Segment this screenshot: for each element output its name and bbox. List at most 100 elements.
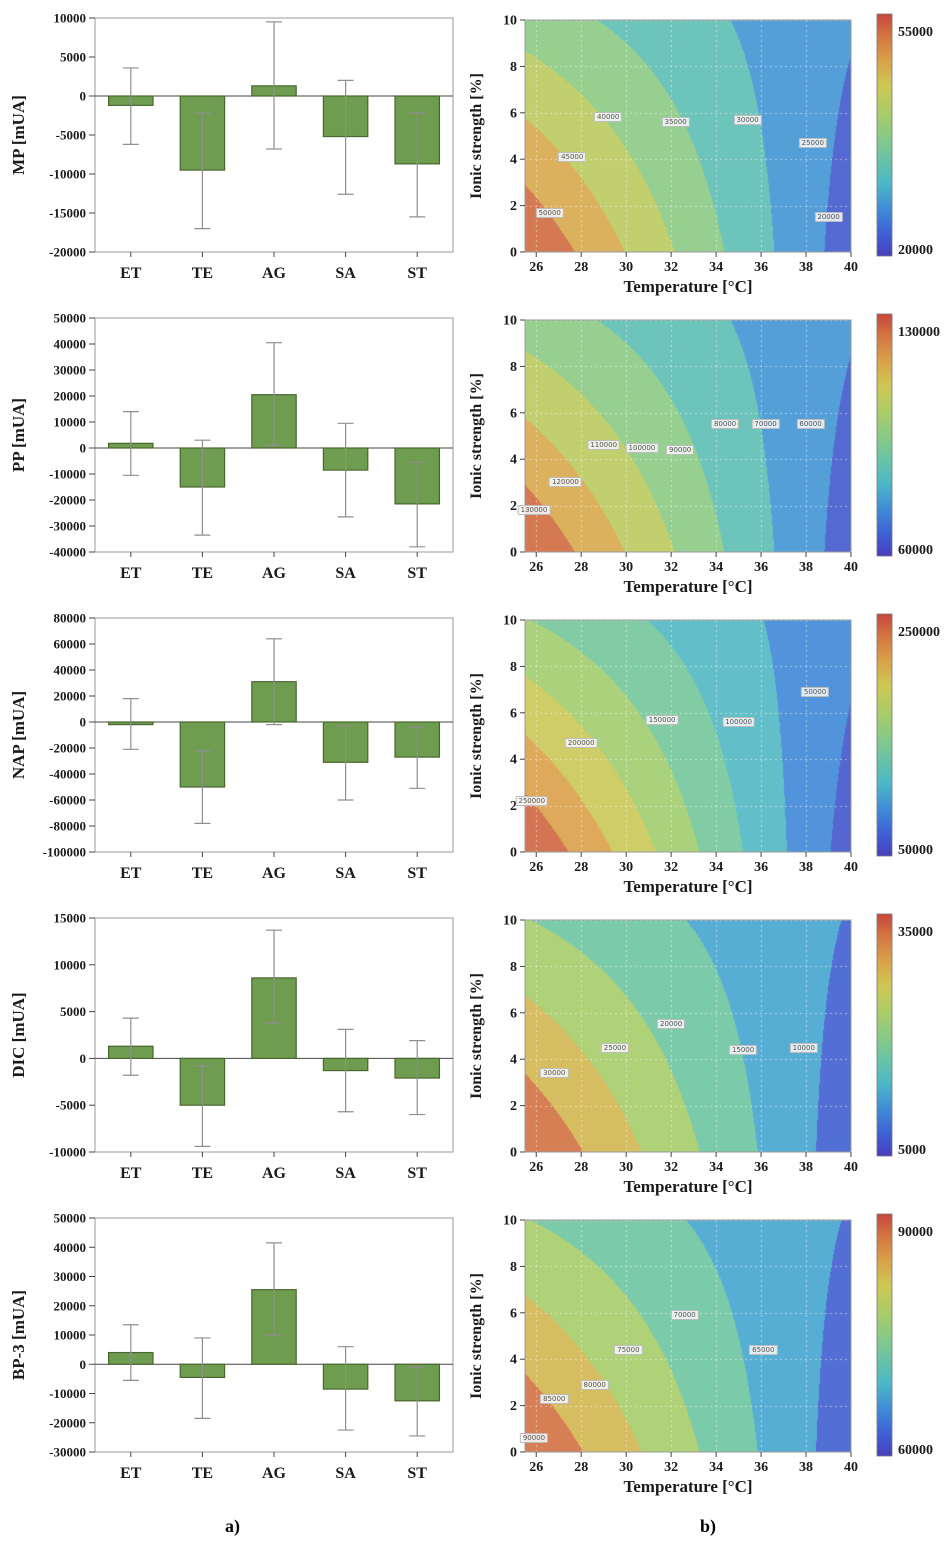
y-tick-label: 6 [510, 706, 517, 721]
contour-plot-bp3: 26 28 30 32 34 36 38 40 0 2 4 6 8 10 Temperature [°C] I… [465, 1206, 951, 1506]
y-tick-label: 40000 [54, 337, 87, 352]
y-axis-title: BP-3 [mUA] [9, 1290, 28, 1380]
y-tick-label: -30000 [49, 519, 86, 534]
contour-axes-svg: 26 28 30 32 34 36 38 40 0 2 4 6 8 10 Temperature [°C] I… [468, 614, 940, 897]
y-tick-label: 8 [510, 960, 517, 975]
contour-level-label: 150000 [645, 714, 679, 725]
category-label: SA [335, 565, 356, 582]
y-tick-label: 60000 [54, 637, 87, 652]
x-tick-label: 40 [844, 260, 858, 275]
y-tick-label: 8 [510, 660, 517, 675]
contour-level-label: 100000 [625, 442, 659, 453]
bar-chart-svg: 15000 10000 5000 0 -5000 -10000 ET TE AG SA ST DIC … [9, 911, 454, 1182]
x-tick-label: 34 [709, 1460, 723, 1475]
contour-level-label: 250000 [515, 795, 549, 806]
bar-chart-svg: 80000 60000 40000 20000 0 -20000 -40000 -60000 -… [9, 611, 454, 882]
x-tick-label: 38 [799, 260, 813, 275]
x-tick-label: 30 [619, 560, 633, 575]
y-tick-label: 8 [510, 360, 517, 375]
y-tick-label: 40000 [54, 1240, 87, 1255]
category-label: AG [262, 865, 287, 882]
y-axis-title: Ionic strength [%] [468, 673, 485, 799]
bar-chart-dic: 15000 10000 5000 0 -5000 -10000 ET TE AG SA ST DIC … [0, 906, 465, 1206]
x-tick-label: 34 [709, 1160, 723, 1175]
category-label: ST [407, 1465, 427, 1482]
figure-row-mp: 10000 5000 0 -5000 -10000 -15000 -20000 ET TE AG S… [0, 6, 951, 306]
category-label: TE [192, 565, 213, 582]
y-tick-label: 30000 [54, 1269, 87, 1284]
y-tick-label: 10000 [54, 415, 87, 430]
y-tick-label: 0 [80, 1357, 87, 1372]
contour-level-label: 10000 [789, 1042, 818, 1053]
contour-level-label: 25000 [798, 137, 827, 148]
y-tick-label: -15000 [49, 206, 86, 221]
figure-row-pp: 50000 40000 30000 20000 10000 0 -10000 -20000 -3… [0, 306, 951, 606]
contour-level-label: 85000 [540, 1393, 569, 1404]
x-tick-label: 38 [799, 860, 813, 875]
y-tick-label: 0 [510, 246, 517, 261]
y-tick-label: 4 [510, 1353, 517, 1368]
category-label: TE [192, 1165, 213, 1182]
x-axis-title: Temperature [°C] [623, 877, 752, 896]
caption-a: a) [225, 1515, 240, 1536]
y-tick-label: 5000 [60, 1004, 86, 1019]
contour-level-label: 80000 [710, 419, 740, 430]
colorbar [876, 13, 893, 257]
x-tick-label: 28 [574, 560, 588, 575]
y-tick-label: 0 [80, 441, 87, 456]
y-tick-label: -40000 [49, 767, 86, 782]
contour-level-label: 200000 [564, 737, 598, 748]
bar-chart-svg: 50000 40000 30000 20000 10000 0 -10000 -20000 -3… [9, 1211, 454, 1482]
figure-row-dic: 15000 10000 5000 0 -5000 -10000 ET TE AG SA ST DIC … [0, 906, 951, 1206]
x-tick-label: 30 [619, 260, 633, 275]
contour-level-label: 45000 [558, 151, 587, 162]
bar-chart-nap: 80000 60000 40000 20000 0 -20000 -40000 -60000 -… [0, 606, 465, 906]
bar-chart-bp3: 50000 40000 30000 20000 10000 0 -10000 -20000 -3… [0, 1206, 465, 1506]
y-tick-label: 0 [80, 89, 87, 104]
y-tick-label: 2 [510, 499, 517, 514]
contour-level-label: 20000 [814, 212, 843, 223]
colorbar-max-label: 55000 [898, 25, 933, 40]
bar-chart-mp: 10000 5000 0 -5000 -10000 -15000 -20000 ET TE AG S… [0, 6, 465, 306]
contour-level-label: 120000 [549, 477, 582, 488]
contour-canvas [525, 620, 851, 852]
bar-chart-pp: 50000 40000 30000 20000 10000 0 -10000 -20000 -3… [0, 306, 465, 606]
contour-level-label: 70000 [670, 1310, 699, 1321]
x-tick-label: 26 [529, 260, 543, 275]
contour-canvas [525, 1220, 851, 1452]
contour-level-label: 90000 [665, 444, 695, 455]
x-axis-title: Temperature [°C] [623, 1477, 752, 1496]
x-tick-label: 30 [619, 1460, 633, 1475]
y-tick-label: 10 [503, 1214, 517, 1229]
contour-level-label: 30000 [733, 114, 762, 125]
y-tick-label: -10000 [49, 1386, 86, 1401]
bar-chart-svg: 10000 5000 0 -5000 -10000 -15000 -20000 ET TE AG S… [9, 11, 454, 282]
x-axis-title: Temperature [°C] [623, 277, 752, 296]
y-tick-label: 0 [510, 846, 517, 861]
x-tick-label: 26 [529, 1460, 543, 1475]
contour-level-label: 60000 [796, 419, 825, 430]
y-tick-label: -10000 [49, 467, 86, 482]
x-tick-label: 30 [619, 1160, 633, 1175]
category-label: SA [335, 265, 356, 282]
contour-axes-svg: 26 28 30 32 34 36 38 40 0 2 4 6 8 10 Temperature [°C] I… [468, 914, 933, 1197]
plot-frame [524, 19, 852, 253]
y-tick-label: 30000 [54, 363, 87, 378]
category-label: ST [407, 565, 427, 582]
contour-level-label: 90000 [519, 1433, 549, 1444]
x-tick-label: 28 [574, 260, 588, 275]
y-tick-label: -20000 [49, 245, 86, 260]
y-tick-label: 6 [510, 1006, 517, 1021]
y-axis-title: DIC [mUA] [9, 992, 28, 1077]
contour-canvas [525, 320, 851, 552]
figure-row-bp3: 50000 40000 30000 20000 10000 0 -10000 -20000 -3… [0, 1206, 951, 1506]
x-tick-label: 38 [799, 560, 813, 575]
colorbar-min-label: 5000 [898, 1143, 926, 1158]
x-tick-label: 38 [799, 1460, 813, 1475]
contour-level-label: 100000 [722, 717, 755, 728]
x-tick-label: 40 [844, 560, 858, 575]
colorbar-min-label: 20000 [898, 243, 933, 258]
figure-row-nap: 80000 60000 40000 20000 0 -20000 -40000 -60000-… [0, 606, 951, 906]
y-tick-label: 4 [510, 753, 517, 768]
y-tick-label: -20000 [49, 1415, 86, 1430]
